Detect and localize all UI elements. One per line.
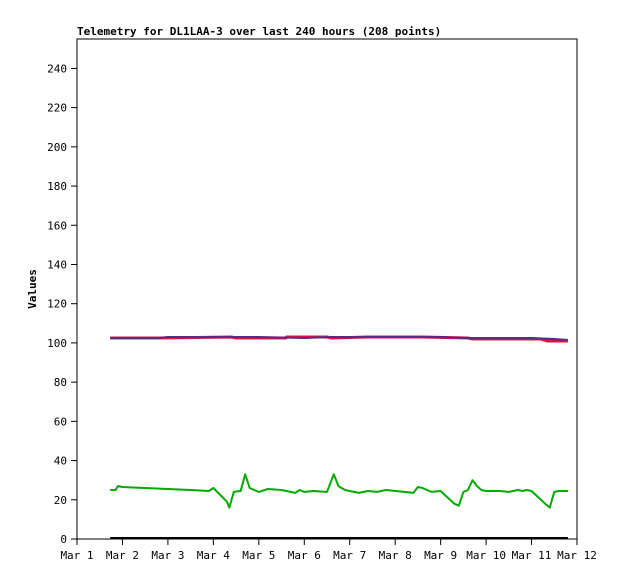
x-tick-label: Mar 9 (424, 549, 457, 562)
chart-title: Telemetry for DL1LAA-3 over last 240 hou… (77, 25, 441, 38)
y-tick-label: 40 (54, 455, 67, 468)
y-tick-label: 100 (47, 337, 67, 350)
x-tick-label: Mar 8 (379, 549, 412, 562)
y-tick-label: 240 (47, 62, 67, 75)
series-layer (110, 335, 568, 539)
x-tick-label: Mar 7 (333, 549, 366, 562)
y-tick-label: 60 (54, 415, 67, 428)
y-tick-label: 220 (47, 102, 67, 115)
y-tick-label: 160 (47, 219, 67, 232)
y-tick-label: 20 (54, 494, 67, 507)
x-tick-label: Mar 6 (288, 549, 321, 562)
x-tick-label: Mar 3 (151, 549, 184, 562)
y-tick-label: 200 (47, 141, 67, 154)
series-line-2 (110, 336, 568, 341)
x-axis: Mar 1 Mar 2 Mar 3 Mar 4 Mar 5 Mar 6 Mar 7 Mar 8… (60, 539, 597, 562)
x-tick-label: Mar 10 (466, 549, 506, 562)
y-tick-label: 120 (47, 298, 67, 311)
y-tick-label: 80 (54, 376, 67, 389)
x-tick-label: Mar 2 (106, 549, 139, 562)
y-tick-label: 0 (60, 533, 67, 546)
x-tick-label: Mar 5 (242, 549, 275, 562)
x-tick-label: Mar 1 (60, 549, 93, 562)
x-tick-label: Mar 12 (557, 549, 597, 562)
y-tick-label: 140 (47, 258, 67, 271)
x-tick-label: Mar 11 (512, 549, 552, 562)
x-tick-label: Mar 4 (197, 549, 230, 562)
y-axis-label: Values (26, 269, 39, 309)
y-tick-label: 180 (47, 180, 67, 193)
plot-area-frame (76, 38, 578, 540)
series-line-3 (110, 473, 568, 509)
y-axis: 0 20 40 60 80 100 120 140 160 180 200 220 240 (47, 62, 77, 546)
